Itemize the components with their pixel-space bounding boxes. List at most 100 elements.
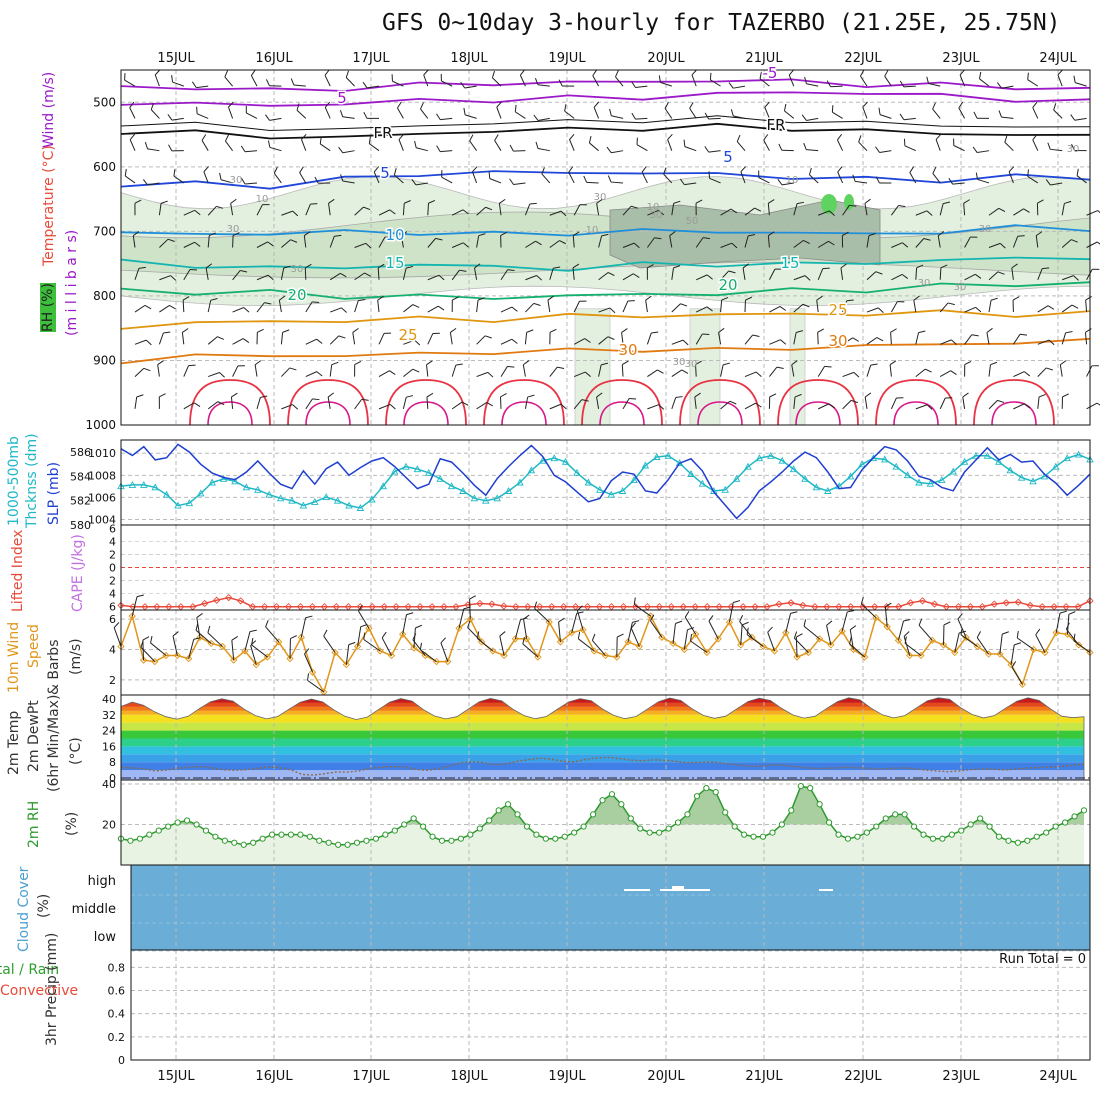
wind-barb-flag [601, 233, 609, 237]
wind-barb [932, 173, 941, 184]
thickness-line-marker [379, 482, 387, 490]
wind-barb-flag [507, 365, 515, 368]
wind10m-line-marker [770, 647, 779, 655]
pressure-tick-label: 500 [93, 95, 116, 109]
wind-barb [147, 182, 160, 186]
wind-barb [739, 621, 753, 638]
wind-barb [476, 335, 486, 345]
wind-barb [768, 268, 776, 281]
wind-barb [1013, 371, 1025, 378]
wind-barb [324, 75, 331, 87]
wind-barb-flag [396, 101, 402, 109]
wind-barb [246, 112, 258, 119]
rh2m-line-marker [741, 831, 748, 838]
wind-barb-flag [404, 200, 411, 204]
thickness-line-marker [960, 457, 969, 465]
wind-barb [1050, 148, 1063, 152]
lifted-index-line-marker [1026, 601, 1034, 610]
wind10m-line-marker [353, 642, 362, 651]
wind10m-line-marker [230, 656, 238, 664]
rh2m-line-marker [278, 831, 285, 838]
wind-barb-flag [519, 69, 526, 76]
wind-barb-flag [144, 142, 149, 150]
wind-barb [836, 139, 844, 151]
wind-barb-flag [535, 240, 542, 246]
rh2m-line-marker [759, 833, 767, 840]
wind-barb [1037, 305, 1049, 313]
wind-barb-flag [224, 134, 230, 142]
wind-barb [230, 396, 234, 409]
thickness-line-marker [254, 485, 262, 493]
rh2m-line-marker [873, 823, 880, 830]
wind-barb-flag [132, 231, 140, 237]
wind-barb-flag [909, 166, 915, 173]
wind-barb [598, 307, 611, 313]
wind-barb-flag [526, 329, 534, 333]
rh2m-line-marker [391, 827, 398, 834]
wind-barb [1017, 637, 1034, 650]
wind-barb [977, 178, 990, 184]
thickness-line-marker [527, 466, 536, 474]
wind-barb [469, 599, 471, 620]
rh2m-line-marker [986, 823, 993, 830]
high-cloud-mark [624, 889, 650, 891]
thickness-line-marker [573, 468, 581, 476]
wind-barb [718, 332, 722, 345]
wind-barb-flag [210, 298, 218, 301]
wind-barb-flag [722, 362, 730, 366]
wind-barb [695, 237, 704, 248]
wind-barb [592, 75, 600, 87]
rh-contour-label: 30 [685, 359, 698, 370]
wind-barb-flag [1032, 133, 1038, 141]
wind-barb-flag [817, 328, 825, 333]
wind-barb-flag [193, 402, 201, 407]
wind-barb [627, 622, 633, 642]
wind-barb [932, 108, 941, 119]
wind10m-tick-label: 6 [109, 613, 116, 626]
wind-barb [329, 335, 340, 345]
wind-barb-flag [794, 393, 802, 398]
thickness-line-marker [1017, 473, 1026, 481]
wind-barb-flag [250, 69, 256, 76]
wind-barb-flag [260, 395, 268, 398]
wind-barb-flag [704, 112, 710, 120]
thickness-line-marker [231, 477, 239, 485]
wind-barb-flag [509, 178, 514, 185]
rh2m-line-marker [854, 833, 861, 840]
wind-barb-flag [290, 239, 298, 243]
wind-barb [569, 139, 575, 151]
wind-barb [740, 171, 746, 184]
thickness-line-marker [698, 479, 707, 487]
wind-barb [256, 204, 263, 216]
rh2m-line-marker [136, 835, 143, 842]
wind-barb [403, 304, 414, 313]
wind-barb [378, 333, 385, 345]
wind-barb-flag [736, 134, 741, 142]
wind-barb [296, 109, 307, 119]
wind-barb [464, 114, 477, 119]
wind-barb [396, 107, 404, 119]
wind-barb [959, 74, 966, 87]
wind-barb [513, 182, 526, 186]
wind-barb-flag [572, 231, 580, 236]
wind-barb [744, 371, 757, 378]
wind-barb-flag [1035, 231, 1043, 237]
wind-barb-flag [976, 631, 981, 638]
wind-barb-flag [389, 209, 396, 215]
rh2m-line-marker [967, 821, 974, 828]
wind-barb-flag [963, 199, 970, 204]
wind-barb-flag [414, 140, 417, 148]
wind-barb-flag [254, 360, 262, 366]
thickness-line-marker [995, 457, 1003, 465]
wind-barb-flag [290, 78, 295, 86]
wind-barb [305, 398, 313, 410]
wind-barb [402, 267, 407, 280]
wind-barb [913, 300, 917, 313]
wind-barb-flag [958, 630, 967, 634]
rh2m-line-marker [892, 811, 899, 818]
wind10m-line-marker [658, 633, 666, 641]
thickness-line-marker [333, 496, 342, 504]
wind-barb-flag [231, 392, 238, 398]
wind-barb-flag [523, 614, 530, 620]
wind-barb [471, 171, 478, 184]
